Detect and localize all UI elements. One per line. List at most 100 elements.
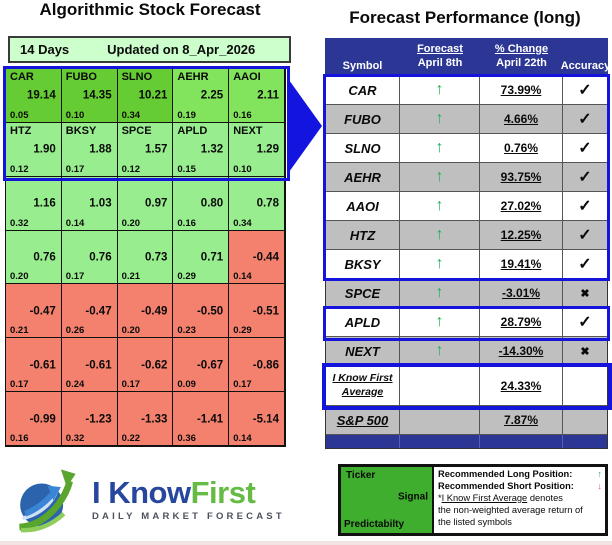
legend-note-underlined: I Know First Average xyxy=(441,492,528,503)
grid-cell-predictability: 0.16 xyxy=(177,217,196,229)
grid-cell-signal: -0.86 xyxy=(252,359,279,372)
row-symbol: S&P 500 xyxy=(336,412,389,428)
column-header-accuracy: Accuracy xyxy=(560,60,611,72)
row-forecast-arrow-icon: ↑ xyxy=(435,168,444,185)
row-change-value: 93.75% xyxy=(500,170,542,184)
row-symbol: AEHR xyxy=(344,169,381,185)
grid-cell-signal: 19.14 xyxy=(27,89,56,102)
grid-cell-signal: 0.71 xyxy=(200,251,224,264)
row-forecast-arrow-icon: ↑ xyxy=(435,284,444,301)
row-forecast-arrow-icon: ↑ xyxy=(435,255,444,272)
grid-cell-predictability: 0.14 xyxy=(233,433,252,444)
forecast-horizon: 14 Days xyxy=(20,42,70,57)
row-accuracy-mark: ✓ xyxy=(578,169,592,186)
grid-cell: 0.76 0.17 xyxy=(61,230,118,285)
performance-table-rows: CAR ↑ 73.99% ✓ FUBO ↑ 4.66% ✓ SLNO ↑ 0.7… xyxy=(322,74,612,435)
globe-arrows-icon xyxy=(19,469,76,533)
grid-cell-ticker: SLNO xyxy=(121,71,153,83)
grid-cell: SPCE 1.57 0.12 xyxy=(117,122,174,177)
grid-cell: -0.47 0.21 xyxy=(6,284,62,339)
grid-cell-signal: -0.44 xyxy=(252,251,279,264)
grid-cell-predictability: 0.32 xyxy=(65,433,85,444)
grid-cell-predictability: 0.12 xyxy=(121,163,141,175)
legend-short-text: Recommended Short Position: xyxy=(438,480,574,491)
grid-cell-signal: -0.47 xyxy=(85,305,112,318)
grid-cell-predictability: 0.29 xyxy=(233,325,252,337)
grid-cell-signal: -0.62 xyxy=(141,359,168,372)
grid-cell: -5.14 0.14 xyxy=(229,392,285,446)
performance-row: SPCE ↑ -3.01% ✖ xyxy=(326,279,607,308)
grid-cell: -0.86 0.17 xyxy=(229,338,285,393)
performance-row: S&P 500 7.87% xyxy=(326,406,607,435)
grid-cell-ticker: CAR xyxy=(10,71,34,83)
performance-row: BKSY ↑ 19.41% ✓ xyxy=(326,250,607,279)
grid-cell: -0.61 0.24 xyxy=(61,338,118,393)
forecast-period-bar: 14 Days Updated on 8_Apr_2026 xyxy=(8,36,291,63)
grid-cell-signal: -1.33 xyxy=(141,413,168,426)
grid-cell: -0.99 0.16 xyxy=(6,392,62,446)
grid-cell: FUBO 14.35 0.10 xyxy=(61,69,118,123)
grid-cell-signal: -0.50 xyxy=(196,305,224,318)
grid-cell-signal: 0.78 xyxy=(256,197,279,210)
grid-cell-signal: 1.57 xyxy=(145,143,168,156)
grid-cell-signal: 1.03 xyxy=(89,197,112,210)
row-change-value: 19.41% xyxy=(500,257,542,271)
grid-cell-signal: 2.25 xyxy=(200,89,224,102)
grid-cell-signal: 1.32 xyxy=(200,143,224,156)
legend-predictability-label: Predictabilty xyxy=(344,519,405,530)
row-symbol: SPCE xyxy=(344,285,381,301)
legend-short-line: Recommended Short Position: ↓ xyxy=(438,481,602,493)
legend-ticker-label: Ticker xyxy=(346,470,376,481)
grid-cell: -0.51 0.29 xyxy=(229,284,285,339)
grid-cell: -1.41 0.36 xyxy=(173,392,230,446)
row-change-value: 24.33% xyxy=(500,378,542,393)
grid-cell: APLD 1.32 0.15 xyxy=(173,122,230,177)
grid-cell-signal: -0.49 xyxy=(141,305,168,318)
legend-note-line2: the non-weighted average return of xyxy=(438,504,583,515)
row-change-value: 4.66% xyxy=(503,112,539,126)
grid-cell-predictability: 0.17 xyxy=(65,163,85,175)
grid-cell-predictability: 0.21 xyxy=(10,325,29,337)
grid-cell: -0.49 0.20 xyxy=(117,284,174,339)
row-change-value: 12.25% xyxy=(500,228,542,242)
logo-tagline: DAILY MARKET FORECAST xyxy=(92,510,285,522)
grid-cell-predictability: 0.14 xyxy=(233,271,252,283)
performance-table-header: Symbol Forecast April 8th % Change April… xyxy=(325,38,611,76)
row-accuracy-mark: ✓ xyxy=(578,256,592,273)
grid-cell-predictability: 0.15 xyxy=(177,163,196,175)
row-change-value: 7.87% xyxy=(503,413,539,427)
grid-cell-signal: 0.97 xyxy=(145,197,168,210)
row-symbol: AAOI xyxy=(346,198,379,214)
grid-cell-predictability: 0.34 xyxy=(121,109,141,121)
grid-cell: 0.71 0.29 xyxy=(173,230,230,285)
row-forecast-arrow-icon: ↑ xyxy=(435,81,444,98)
grid-cell-signal: 1.29 xyxy=(256,143,279,156)
flow-arrow-icon xyxy=(289,80,322,172)
grid-cell-signal: 2.11 xyxy=(257,89,279,102)
row-change-value: 28.79% xyxy=(500,315,542,329)
grid-cell-predictability: 0.26 xyxy=(65,325,85,337)
grid-cell-signal: 0.73 xyxy=(145,251,168,264)
row-accuracy-mark: ✓ xyxy=(578,82,592,99)
bottom-strip xyxy=(0,541,612,545)
row-symbol: SLNO xyxy=(344,140,381,156)
legend-note-line3: the listed symbols xyxy=(438,516,512,527)
grid-cell-predictability: 0.20 xyxy=(121,325,141,337)
grid-cell: BKSY 1.88 0.17 xyxy=(61,122,118,177)
row-change-value: 27.02% xyxy=(500,199,542,213)
grid-cell-predictability: 0.16 xyxy=(233,109,252,121)
grid-cell-predictability: 0.17 xyxy=(65,271,85,283)
grid-cell: 0.80 0.16 xyxy=(173,176,230,231)
column-header-symbol: Symbol xyxy=(342,60,383,72)
change-date: April 22th xyxy=(496,57,547,69)
row-change-value: -3.01% xyxy=(501,286,541,300)
logo-wordmark: I KnowFirst xyxy=(92,477,285,508)
grid-cell: 0.76 0.20 xyxy=(6,230,62,285)
grid-cell: -0.44 0.14 xyxy=(229,230,285,285)
grid-cell-predictability: 0.14 xyxy=(65,217,85,229)
performance-table: Symbol Forecast April 8th % Change April… xyxy=(322,38,612,449)
grid-cell-predictability: 0.32 xyxy=(10,217,29,229)
grid-cell-signal: 0.80 xyxy=(200,197,224,210)
row-accuracy-mark: ✓ xyxy=(578,314,592,331)
